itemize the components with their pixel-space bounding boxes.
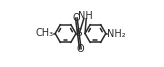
Text: NH₂: NH₂ xyxy=(107,28,126,39)
Text: CH₃: CH₃ xyxy=(35,28,53,39)
Text: NH: NH xyxy=(78,11,92,21)
Text: O: O xyxy=(72,13,80,23)
Text: S: S xyxy=(75,28,82,39)
Text: O: O xyxy=(77,44,84,54)
